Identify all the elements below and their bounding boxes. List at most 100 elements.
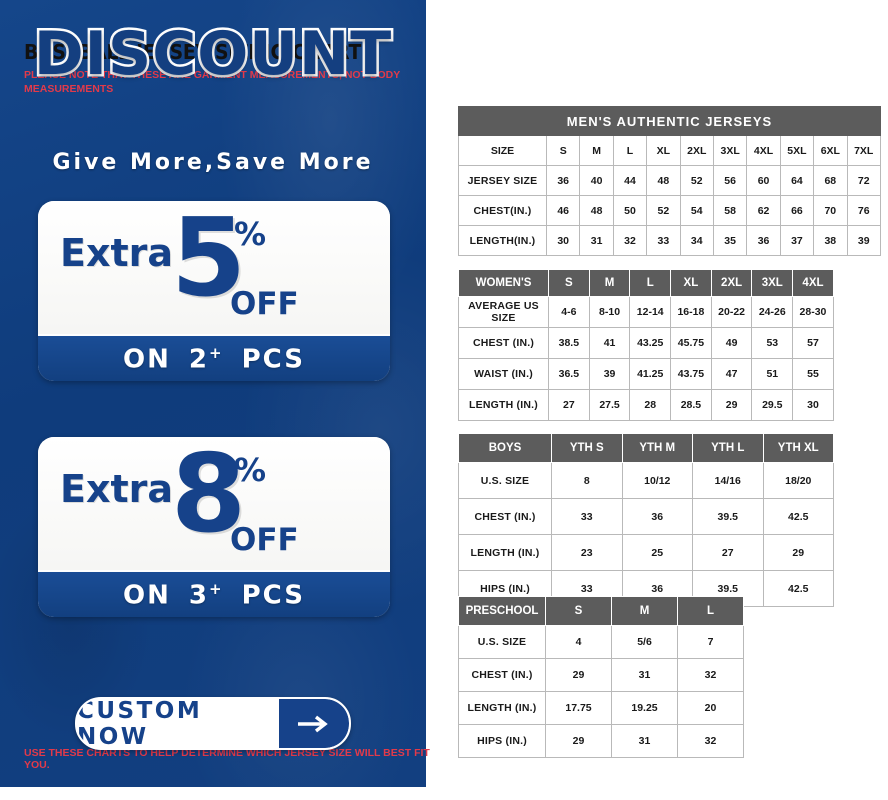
table-column-header: L	[612, 135, 648, 166]
table-cell: 31	[579, 225, 614, 256]
table-column-header: L	[629, 269, 672, 297]
offer-off-label: OFF	[230, 522, 299, 558]
table-cell: 28.5	[670, 389, 712, 421]
table-cell: 29	[762, 534, 834, 571]
table-row: CHEST (IN.) 33 36 39.5 42.5	[458, 498, 834, 535]
table-row-label: LENGTH (IN.)	[458, 389, 549, 421]
table-category-label: BOYS	[458, 433, 552, 463]
table-cell: 27.5	[588, 389, 631, 421]
table-header-row: BOYS YTH S YTH M YTH L YTH XL	[458, 433, 834, 463]
table-column-header: M	[588, 269, 631, 297]
table-cell: 36	[545, 165, 581, 196]
table-column-header: XL	[646, 135, 681, 166]
offer-amount: 5	[171, 201, 247, 321]
table-body: BOYS YTH S YTH M YTH L YTH XL U.S. SIZE 8 10/12…	[458, 433, 834, 607]
table-cell: 32	[677, 658, 744, 692]
table-cell: 68	[813, 165, 848, 196]
table-cell: 45.75	[670, 327, 712, 359]
offer-card-5-percent[interactable]: Extra 5 % OFF ON 2+ PCS	[38, 201, 390, 381]
table-cell: 39.5	[692, 498, 764, 535]
table-cell: 47	[710, 358, 753, 390]
table-row: AVERAGE US SIZE 4-6 8-10 12-14 16-18 20-22 24-…	[458, 296, 834, 328]
table-cell: 31	[611, 658, 678, 692]
custom-now-label: CUSTOM NOW	[77, 697, 203, 750]
table-cell: 33	[551, 498, 623, 535]
table-row: WAIST (IN.) 36.5 39 41.25 43.75 47 51 55	[458, 358, 834, 390]
table-column-header: 3XL	[751, 269, 794, 297]
table-cell: 29	[545, 658, 612, 692]
offer-condition-qty: 2	[188, 344, 210, 375]
table-row-label: U.S. SIZE	[458, 625, 546, 659]
table-cell: 28	[629, 389, 672, 421]
offer-card-8-percent[interactable]: Extra 8 % OFF ON 3+ PCS	[38, 437, 390, 617]
table-cell: 40	[579, 165, 614, 196]
table-column-header: XL	[670, 269, 712, 297]
table-cell: 17.75	[545, 691, 612, 725]
table-row: CHEST(IN.) 46 48 50 52 54 58 62 66 70 76	[458, 195, 881, 226]
table-column-header: 5XL	[779, 135, 815, 166]
table-boys: BOYS YTH S YTH M YTH L YTH XL U.S. SIZE 8 10/12…	[458, 433, 834, 607]
table-cell: 51	[751, 358, 794, 390]
table-column-header: YTH S	[551, 433, 623, 463]
table-womens: WOMEN'S S M L XL 2XL 3XL 4XL AVERAGE US SIZE 4-6 8…	[458, 269, 834, 421]
table-cell: 20	[677, 691, 744, 725]
table-cell: 52	[679, 165, 714, 196]
table-cell: 32	[612, 225, 648, 256]
table-row-label: WAIST (IN.)	[458, 358, 549, 390]
offer-condition-bar: ON 2+ PCS	[38, 334, 390, 381]
table-cell: 50	[612, 195, 648, 226]
table-row: LENGTH (IN.) 23 25 27 29	[458, 534, 834, 571]
table-cell: 12-14	[629, 296, 672, 328]
offer-extra-label: Extra	[60, 231, 174, 275]
table-cell: 53	[751, 327, 794, 359]
offer-percent-symbol: %	[234, 215, 267, 253]
table-row-label: CHEST(IN.)	[458, 195, 547, 226]
table-cell: 4	[545, 625, 612, 659]
table-cell: 43.75	[670, 358, 712, 390]
table-cell: 38	[813, 225, 848, 256]
table-row: CHEST (IN.) 38.5 41 43.25 45.75 49 53 57	[458, 327, 834, 359]
table-cell: 58	[712, 195, 748, 226]
table-column-header: L	[677, 596, 744, 626]
table-cell: 76	[846, 195, 881, 226]
offer-extra-label: Extra	[60, 467, 174, 511]
table-column-header: SIZE	[458, 135, 547, 166]
table-cell: 42.5	[762, 570, 834, 607]
table-cell: 24-26	[751, 296, 794, 328]
table-row-label: HIPS (IN.)	[458, 724, 546, 758]
table-cell: 49	[710, 327, 753, 359]
table-cell: 70	[813, 195, 848, 226]
table-cell: 48	[579, 195, 614, 226]
table-cell: 41	[588, 327, 631, 359]
offer-condition-on: ON	[123, 580, 171, 611]
table-cell: 35	[712, 225, 748, 256]
table-row: CHEST (IN.) 29 31 32	[458, 658, 744, 692]
table-cell: 44	[612, 165, 648, 196]
table-row-label: LENGTH(IN.)	[458, 225, 547, 256]
table-column-header: 2XL	[710, 269, 753, 297]
panel-bottom-strip	[0, 787, 426, 800]
offer-card-body: Extra 8 % OFF	[38, 437, 390, 570]
table-cell: 37	[779, 225, 815, 256]
arrow-right-icon[interactable]	[279, 699, 349, 748]
offer-card-body: Extra 5 % OFF	[38, 201, 390, 334]
custom-now-button[interactable]: CUSTOM NOW	[75, 697, 351, 750]
table-row-label: CHEST (IN.)	[458, 658, 546, 692]
table-cell: 27	[692, 534, 764, 571]
table-cell: 8	[551, 462, 623, 499]
table-row: U.S. SIZE 4 5/6 7	[458, 625, 744, 659]
table-cell: 28-30	[792, 296, 834, 328]
table-row: JERSEY SIZE 36 40 44 48 52 56 60 64 68 72	[458, 165, 881, 196]
table-category-label: WOMEN'S	[458, 269, 549, 297]
table-column-header: YTH L	[692, 433, 764, 463]
table-cell: 38.5	[548, 327, 590, 359]
table-column-header: M	[611, 596, 678, 626]
table-cell: 36.5	[548, 358, 590, 390]
table-cell: 30	[545, 225, 581, 256]
table-column-header: 3XL	[712, 135, 748, 166]
table-header-row: WOMEN'S S M L XL 2XL 3XL 4XL	[458, 269, 834, 297]
table-cell: 14/16	[692, 462, 764, 499]
offer-condition-plus: +	[209, 344, 224, 363]
table-cell: 46	[545, 195, 581, 226]
